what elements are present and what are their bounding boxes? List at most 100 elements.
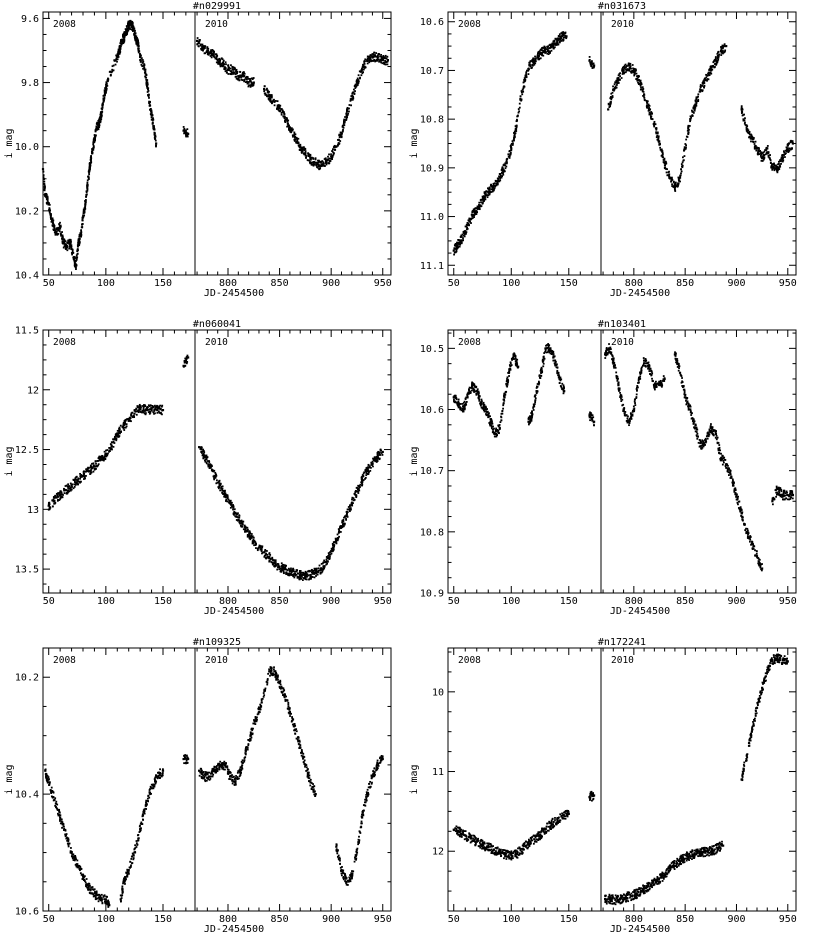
data-point	[359, 483, 362, 486]
data-point	[105, 82, 108, 85]
data-point	[487, 187, 489, 190]
data-point	[687, 125, 690, 128]
data-point	[346, 108, 349, 110]
data-point	[73, 263, 76, 266]
data-point	[285, 117, 288, 119]
data-point	[354, 491, 357, 493]
data-point	[279, 109, 281, 112]
data-point	[333, 545, 335, 548]
data-point	[266, 550, 268, 552]
data-point	[341, 525, 344, 528]
data-point	[144, 68, 147, 71]
data-point	[277, 563, 280, 566]
data-point	[125, 29, 128, 32]
data-point	[75, 475, 78, 478]
data-point	[457, 400, 460, 403]
data-point	[66, 246, 69, 249]
data-point	[617, 82, 620, 84]
data-point	[152, 406, 155, 409]
data-point	[336, 139, 339, 141]
data-point	[688, 125, 691, 127]
data-point	[80, 230, 83, 233]
data-point	[203, 459, 206, 462]
data-point	[776, 171, 779, 174]
data-point	[87, 466, 89, 469]
data-point	[303, 153, 306, 156]
data-point	[759, 152, 762, 155]
data-point	[744, 121, 746, 124]
data-point	[458, 406, 460, 408]
data-point	[78, 242, 81, 245]
data-point	[556, 43, 559, 46]
data-point	[757, 150, 760, 153]
data-point	[781, 154, 784, 156]
data-point	[256, 547, 259, 550]
data-point	[291, 134, 294, 137]
data-point	[647, 105, 649, 108]
data-point	[329, 551, 331, 554]
data-point	[87, 470, 90, 473]
data-point	[666, 168, 668, 171]
data-point	[147, 94, 150, 96]
data-point	[639, 79, 642, 82]
data-point	[553, 42, 556, 45]
data-point	[226, 500, 229, 503]
data-point	[367, 469, 370, 472]
data-point	[234, 515, 237, 518]
data-point	[745, 124, 748, 127]
data-point	[75, 257, 78, 260]
data-point	[551, 43, 554, 46]
data-point	[220, 63, 222, 65]
data-point	[77, 478, 79, 481]
data-point	[710, 72, 713, 75]
data-point	[154, 132, 156, 135]
data-point	[621, 70, 624, 72]
data-point	[667, 171, 670, 174]
data-point	[537, 56, 540, 59]
data-point	[316, 163, 319, 165]
data-point	[69, 488, 72, 491]
data-point	[541, 52, 543, 55]
data-point	[465, 231, 468, 234]
data-point	[510, 148, 513, 151]
data-point	[302, 148, 305, 151]
data-point	[269, 95, 272, 98]
data-point	[537, 54, 540, 57]
data-point	[378, 53, 380, 56]
data-point	[63, 239, 66, 242]
data-point	[345, 115, 348, 117]
x-tick-label: 800	[625, 278, 643, 289]
data-point	[331, 150, 334, 152]
data-point	[133, 409, 136, 411]
data-point	[539, 48, 542, 51]
data-point	[346, 106, 349, 109]
data-point	[541, 47, 543, 49]
data-point	[534, 62, 537, 65]
data-point	[142, 406, 145, 409]
data-point	[205, 50, 208, 53]
data-point	[703, 81, 706, 84]
data-point	[206, 51, 209, 54]
data-point	[79, 475, 82, 478]
data-point	[773, 168, 776, 171]
data-point	[372, 55, 375, 58]
data-point	[61, 234, 64, 237]
data-point	[123, 429, 126, 431]
data-point	[139, 408, 142, 411]
data-point	[684, 147, 687, 150]
data-point	[252, 77, 254, 80]
data-point	[78, 241, 81, 244]
data-point	[311, 568, 313, 571]
data-point	[148, 97, 150, 99]
data-point	[223, 495, 226, 498]
data-point	[632, 71, 635, 74]
data-point	[740, 110, 743, 113]
data-point	[264, 93, 267, 96]
data-point	[103, 92, 106, 95]
data-point	[89, 166, 92, 169]
data-point	[476, 205, 479, 208]
data-point	[761, 152, 764, 155]
data-point	[67, 489, 70, 492]
data-point	[143, 64, 146, 67]
